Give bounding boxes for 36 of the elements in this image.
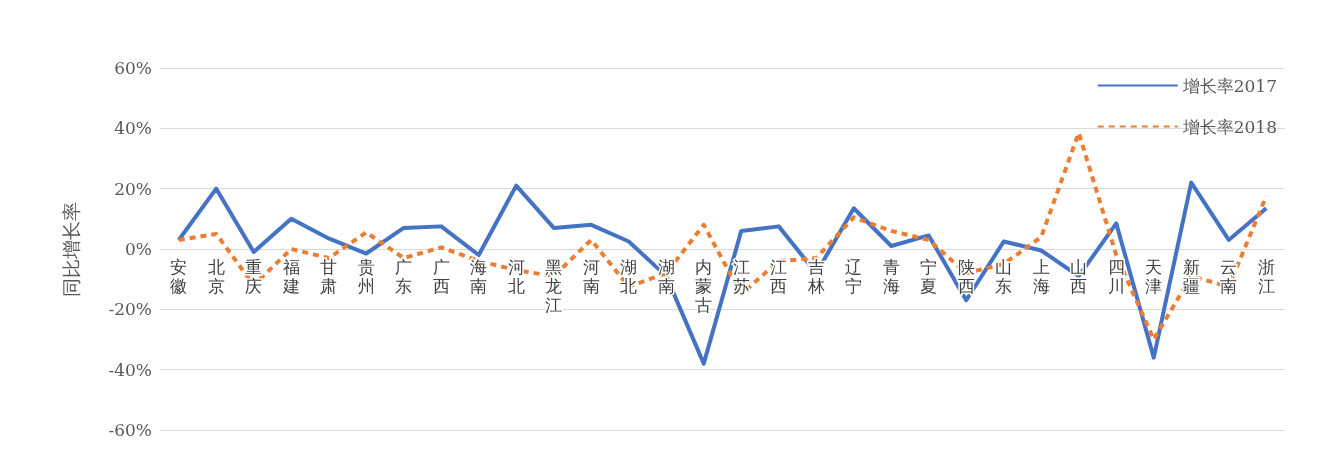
x-tick-label: 广西 <box>432 256 450 296</box>
x-tick-label: 内蒙古 <box>695 256 713 315</box>
x-tick-label: 山东 <box>995 256 1013 296</box>
x-tick-label: 江西 <box>770 256 788 296</box>
x-tick-label: 安徽 <box>170 256 188 296</box>
x-tick-label: 辽宁 <box>845 256 863 296</box>
y-tick-label: 60% <box>114 58 152 78</box>
x-tick-label: 广东 <box>395 256 413 296</box>
x-tick-label: 黑龙江 <box>545 256 563 315</box>
x-tick-label: 上海 <box>1032 256 1050 296</box>
x-tick-label: 北京 <box>207 256 225 296</box>
x-tick-label: 浙江 <box>1257 256 1275 296</box>
x-tick-label: 湖北 <box>620 256 638 296</box>
x-tick-label: 宁夏 <box>920 256 938 296</box>
x-tick-label: 新疆 <box>1182 256 1200 296</box>
x-tick-label: 河北 <box>507 256 525 296</box>
x-tick-label: 四川 <box>1107 256 1125 296</box>
y-axis-title: 同比增长率 <box>59 201 82 297</box>
legend-label: 增长率2017 <box>1181 75 1277 96</box>
x-tick-label: 河南 <box>582 256 600 296</box>
y-tick-label: 40% <box>114 118 152 139</box>
x-tick-label: 青海 <box>882 256 900 296</box>
x-tick-label: 甘肃 <box>320 256 338 296</box>
x-tick-label: 贵州 <box>357 256 375 296</box>
y-tick-label: -60% <box>108 420 152 440</box>
x-tick-label: 云南 <box>1220 256 1238 296</box>
y-tick-label: -40% <box>108 359 152 380</box>
x-tick-label: 陕西 <box>957 256 975 296</box>
y-tick-label: 0% <box>125 239 152 259</box>
y-tick-label: -20% <box>108 299 152 320</box>
y-tick-label: 20% <box>114 178 152 199</box>
legend-label: 增长率2018 <box>1181 116 1277 137</box>
x-tick-label: 天津 <box>1145 256 1163 296</box>
x-tick-label: 海南 <box>470 256 488 296</box>
x-tick-label: 福建 <box>281 256 300 296</box>
x-tick-label: 重庆 <box>245 256 263 296</box>
